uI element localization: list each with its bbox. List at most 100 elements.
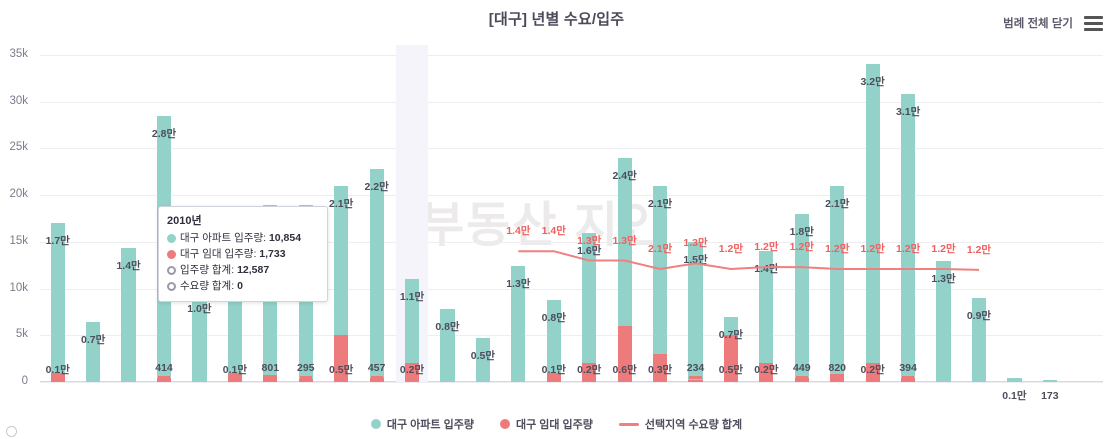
hamburger-menu-icon[interactable] xyxy=(1084,16,1103,31)
bar-apartment-label: 0.7만 xyxy=(81,334,106,347)
bar-apartment-segment[interactable] xyxy=(192,291,207,382)
bar-rental-label: 295 xyxy=(296,362,315,374)
bar-column[interactable] xyxy=(440,309,455,382)
bar-apartment-segment[interactable] xyxy=(688,241,703,382)
bar-rental-underline xyxy=(370,376,383,379)
bar-apartment-label: 3.1만 xyxy=(895,106,921,119)
bar-rental-label: 0.6만 xyxy=(612,364,637,376)
bar-rental-segment[interactable] xyxy=(298,379,313,382)
bar-rental-underline xyxy=(228,376,241,379)
bar-column[interactable] xyxy=(901,94,916,382)
bar-column[interactable] xyxy=(192,291,207,382)
y-axis-tick: 10k xyxy=(9,281,28,294)
bar-apartment-label: 1.4만 xyxy=(116,260,141,273)
legend-dot-icon xyxy=(370,419,381,429)
legend-toggle-button[interactable]: 범례 전체 닫기 xyxy=(1003,18,1073,30)
bar-apartment-segment[interactable] xyxy=(652,185,668,382)
bar-apartment-label: 2.8만 xyxy=(151,127,177,140)
bar-apartment-segment[interactable] xyxy=(50,223,65,382)
bar-column[interactable] xyxy=(121,248,136,382)
demand-line-label: 1.2만 xyxy=(789,241,814,254)
bar-column[interactable] xyxy=(369,168,384,382)
bar-apartment-segment[interactable] xyxy=(404,279,420,382)
demand-line-label: 1.2만 xyxy=(825,242,850,255)
tooltip-row: 대구 아파트 입주량: 10,854 xyxy=(167,230,319,246)
bar-rental-segment[interactable] xyxy=(901,378,916,382)
legend-item[interactable]: 대구 임대 입주량 xyxy=(499,416,593,432)
tooltip-row-text: 대구 아파트 입주량: 10,854 xyxy=(180,232,302,244)
bar-apartment-segment[interactable] xyxy=(546,299,561,382)
bar-apartment-segment[interactable] xyxy=(334,185,349,382)
bar-apartment-label: 0.1만 xyxy=(1002,390,1027,403)
bar-rental-segment[interactable] xyxy=(723,335,739,382)
legend-dot-icon xyxy=(499,419,510,429)
bar-apartment-segment[interactable] xyxy=(830,185,845,382)
bar-apartment-segment[interactable] xyxy=(1042,380,1057,382)
demand-line-label: 1.3만 xyxy=(683,237,708,250)
bar-column[interactable] xyxy=(865,64,880,382)
gridline xyxy=(40,55,1103,56)
bar-column[interactable] xyxy=(971,297,987,382)
bar-rental-segment[interactable] xyxy=(334,335,349,382)
demand-line-label: 1.2만 xyxy=(860,242,885,255)
bar-column[interactable] xyxy=(511,266,526,382)
bar-rental-underline xyxy=(618,376,631,379)
bar-rental-underline xyxy=(689,376,702,379)
bar-apartment-segment[interactable] xyxy=(1007,378,1022,382)
demand-line-label: 1.3만 xyxy=(612,234,637,247)
bar-apartment-label: 0.9만 xyxy=(966,309,992,322)
legend-label: 대구 아파트 입주량 xyxy=(386,419,474,431)
bar-rental-underline xyxy=(264,376,277,379)
bar-apartment-segment[interactable] xyxy=(511,266,526,382)
bar-column[interactable] xyxy=(86,322,101,382)
bar-column[interactable] xyxy=(723,316,739,382)
legend-item[interactable]: 대구 아파트 입주량 xyxy=(370,416,474,432)
bar-column[interactable] xyxy=(652,185,668,382)
gridline xyxy=(40,288,1103,290)
bar-rental-underline xyxy=(831,376,844,379)
legend-label: 선택지역 수요량 합계 xyxy=(644,419,743,431)
bar-apartment-segment[interactable] xyxy=(936,260,951,382)
bar-rental-segment[interactable] xyxy=(652,353,668,382)
bar-rental-label: 449 xyxy=(793,362,811,374)
bar-column[interactable] xyxy=(334,185,349,382)
bar-rental-segment[interactable] xyxy=(156,378,172,382)
bar-column[interactable] xyxy=(830,185,845,382)
bar-apartment-segment[interactable] xyxy=(121,248,136,382)
bar-rental-label: 414 xyxy=(155,362,173,374)
bar-column[interactable] xyxy=(617,157,632,382)
bar-rental-underline xyxy=(299,376,312,379)
bar-apartment-segment[interactable] xyxy=(759,251,774,382)
legend-line-icon xyxy=(618,422,639,426)
bar-apartment-label: 2.1만 xyxy=(647,197,673,210)
bar-apartment-segment[interactable] xyxy=(440,309,455,382)
demand-line-label: 1.2만 xyxy=(895,242,921,255)
bar-apartment-segment[interactable] xyxy=(86,322,101,382)
bar-column[interactable] xyxy=(936,260,951,382)
bar-column[interactable] xyxy=(688,241,703,382)
gridline xyxy=(40,335,1103,337)
bar-apartment-label: 3.2만 xyxy=(860,76,885,89)
bar-rental-underline xyxy=(902,376,915,379)
bar-apartment-label: 1.5만 xyxy=(683,253,708,266)
bar-column[interactable] xyxy=(1007,378,1022,382)
bar-rental-segment[interactable] xyxy=(617,325,632,382)
bar-apartment-segment[interactable] xyxy=(475,338,490,382)
bar-column[interactable] xyxy=(1042,380,1057,382)
bar-apartment-label: 0.8만 xyxy=(541,311,566,324)
bar-rental-segment[interactable] xyxy=(369,377,384,382)
bar-apartment-segment[interactable] xyxy=(971,297,987,382)
legend-item[interactable]: 선택지역 수요량 합계 xyxy=(618,416,743,432)
bar-apartment-label: 2.1만 xyxy=(329,197,354,210)
bar-apartment-segment[interactable] xyxy=(865,64,880,382)
y-axis-tick: 15k xyxy=(9,234,28,247)
bar-column[interactable] xyxy=(475,338,490,382)
bar-apartment-label: 1.0만 xyxy=(187,303,212,316)
bar-apartment-label: 1.7만 xyxy=(45,235,70,248)
bar-rental-segment[interactable] xyxy=(688,379,703,382)
bar-rental-segment[interactable] xyxy=(794,377,809,382)
bar-apartment-segment[interactable] xyxy=(901,94,916,382)
tooltip-row: 수요량 합계: 0 xyxy=(167,278,319,294)
bar-apartment-segment[interactable] xyxy=(369,168,384,382)
